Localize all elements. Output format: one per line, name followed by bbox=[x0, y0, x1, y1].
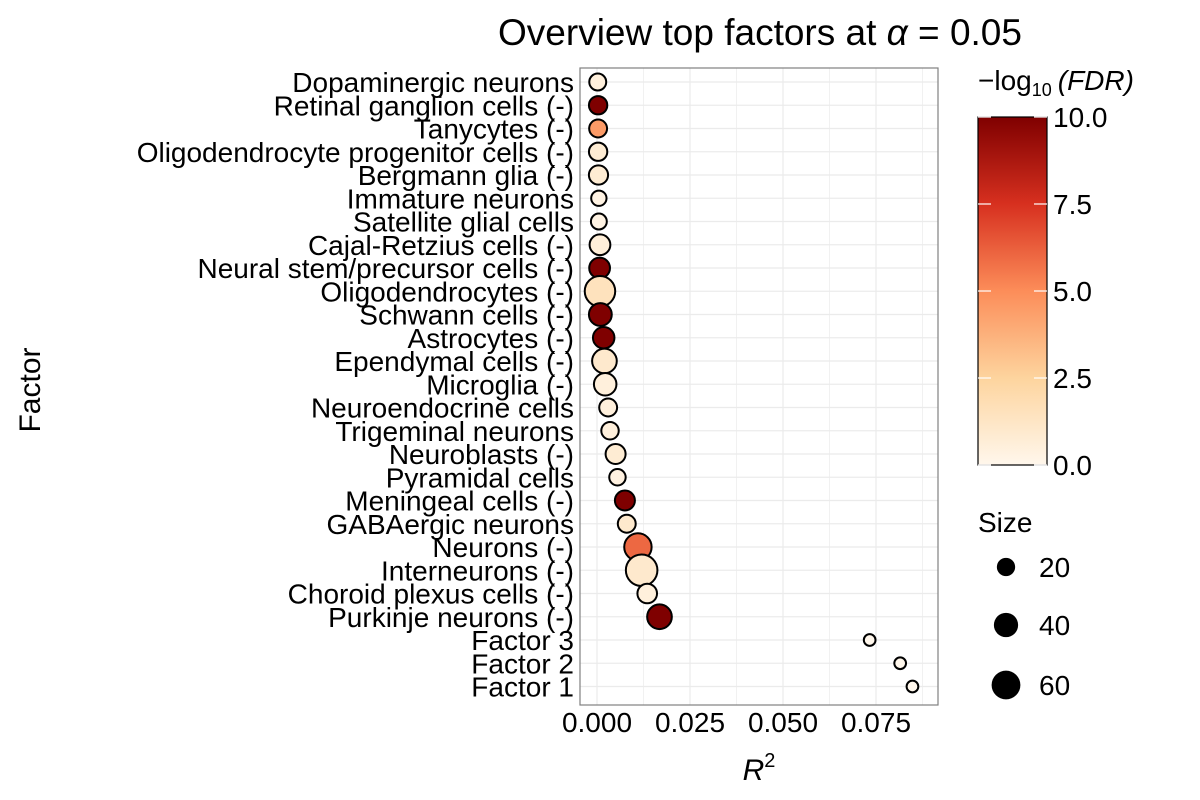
points-layer bbox=[583, 72, 920, 694]
data-point bbox=[592, 372, 618, 397]
data-point bbox=[587, 302, 613, 327]
data-point bbox=[636, 582, 659, 605]
data-point bbox=[588, 118, 609, 139]
data-point bbox=[588, 233, 612, 257]
color-bar-label: 10.0 bbox=[1053, 102, 1108, 133]
size-legend-items: 20 40 60 bbox=[991, 552, 1070, 701]
data-point bbox=[893, 656, 908, 671]
data-point bbox=[588, 72, 608, 92]
color-bar-ticks: 0.0 2.5 5.0 7.5 10.0 bbox=[978, 102, 1108, 481]
y-tick-label: Astrocytes (-) bbox=[408, 323, 574, 354]
x-tick-label: 0.075 bbox=[841, 707, 911, 738]
panel-background bbox=[580, 68, 938, 705]
y-tick-label: Ependymal cells (-) bbox=[334, 346, 574, 377]
panel-border bbox=[579, 67, 939, 706]
y-tick-label: Neuroendocrine cells bbox=[311, 393, 574, 424]
color-legend-title: −log10 (FDR) bbox=[978, 65, 1134, 100]
y-tick-label: Oligodendrocyte progenitor cells (-) bbox=[137, 137, 574, 168]
size-legend-key bbox=[996, 557, 1016, 577]
data-point bbox=[616, 513, 637, 534]
y-tick-label: GABAergic neurons bbox=[327, 509, 574, 540]
data-point bbox=[862, 633, 877, 647]
y-tick-label: Schwann cells (-) bbox=[359, 300, 574, 331]
data-point bbox=[598, 397, 619, 418]
grid-layer bbox=[580, 68, 938, 705]
data-point bbox=[905, 679, 920, 694]
y-tick-label: Dopaminergic neurons bbox=[292, 67, 574, 98]
data-point bbox=[587, 95, 609, 116]
data-point bbox=[604, 442, 627, 466]
size-legend-title: Size bbox=[978, 507, 1032, 538]
y-tick-label: Trigeminal neurons bbox=[335, 416, 574, 447]
color-legend: −log10 (FDR) 0.0 2.5 5.0 7.5 10.0 bbox=[977, 65, 1134, 481]
y-tick-label: Choroid plexus cells (-) bbox=[288, 579, 574, 610]
data-point bbox=[600, 421, 620, 441]
y-tick-label: Immature neurons bbox=[347, 183, 574, 214]
data-point bbox=[583, 275, 617, 308]
size-legend-label: 60 bbox=[1039, 670, 1070, 701]
y-tick-label: Tanycytes (-) bbox=[414, 114, 574, 145]
y-tick-label: Neurons (-) bbox=[432, 532, 574, 563]
y-axis-label: Factor bbox=[14, 347, 47, 432]
size-legend-key bbox=[991, 670, 1021, 700]
data-point bbox=[589, 212, 608, 231]
y-tick-label: Satellite glial cells bbox=[353, 207, 574, 238]
data-point bbox=[591, 347, 618, 375]
y-tick-label: Microglia (-) bbox=[426, 369, 574, 400]
plot-panel bbox=[579, 67, 939, 706]
y-tick-label: Factor 3 bbox=[471, 625, 574, 656]
y-tick-label: Oligodendrocytes (-) bbox=[320, 276, 574, 307]
data-point bbox=[587, 164, 610, 186]
data-point bbox=[590, 189, 608, 207]
y-tick-label: Retinal ganglion cells (-) bbox=[274, 90, 574, 121]
x-axis-tick-labels: 0.000 0.025 0.050 0.075 bbox=[562, 707, 911, 738]
size-legend: Size 20 40 60 bbox=[978, 507, 1070, 701]
data-point bbox=[646, 603, 673, 631]
y-tick-label: Bergmann glia (-) bbox=[358, 160, 574, 191]
y-tick-label: Neuroblasts (-) bbox=[389, 439, 574, 470]
x-tick-label: 0.050 bbox=[748, 707, 818, 738]
data-point bbox=[608, 468, 627, 487]
color-bar-label: 2.5 bbox=[1053, 363, 1092, 394]
data-point bbox=[624, 553, 659, 588]
size-legend-key bbox=[993, 612, 1019, 638]
x-tick-label: 0.025 bbox=[655, 707, 725, 738]
y-tick-label: Cajal-Retzius cells (-) bbox=[308, 230, 574, 261]
data-point bbox=[591, 326, 616, 350]
x-axis-label: R2 bbox=[743, 750, 776, 787]
x-tick-label: 0.000 bbox=[562, 707, 632, 738]
size-legend-label: 40 bbox=[1039, 610, 1070, 641]
color-bar-label: 7.5 bbox=[1053, 189, 1092, 220]
y-tick-label: Pyramidal cells bbox=[386, 462, 574, 493]
data-point bbox=[613, 489, 636, 512]
y-tick-label: Purkinje neurons (-) bbox=[328, 602, 574, 633]
y-tick-label: Interneurons (-) bbox=[381, 555, 574, 586]
y-tick-label: Factor 1 bbox=[471, 672, 574, 703]
y-tick-label: Neural stem/precursor cells (-) bbox=[197, 253, 574, 284]
y-tick-label: Factor 2 bbox=[471, 648, 574, 679]
data-point bbox=[587, 141, 609, 162]
chart-title: Overview top factors at α = 0.05 bbox=[498, 12, 1022, 53]
color-bar-label: 0.0 bbox=[1053, 450, 1092, 481]
color-bar-label: 5.0 bbox=[1053, 276, 1092, 307]
y-tick-label: Meningeal cells (-) bbox=[345, 486, 574, 517]
size-legend-label: 20 bbox=[1039, 552, 1070, 583]
